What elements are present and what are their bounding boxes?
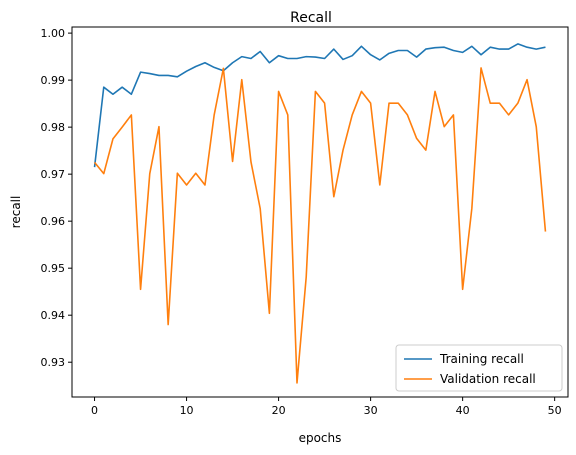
y-tick-label: 0.93: [41, 356, 66, 369]
axes-frame: [71, 26, 569, 398]
series-line-validation-recall: [93, 67, 547, 384]
series-line-training-recall: [93, 43, 546, 168]
x-tick-label: 50: [548, 404, 562, 417]
y-tick-label: 1.00: [41, 27, 66, 40]
y-tick-label: 0.99: [41, 74, 66, 87]
x-axis: 0 10 20 30 40 50: [91, 397, 562, 417]
x-axis-label: epochs: [299, 431, 342, 445]
y-tick-label: 0.97: [41, 168, 66, 181]
y-tick-label: 0.94: [41, 309, 66, 322]
x-tick-label: 10: [180, 404, 194, 417]
x-tick-label: 40: [456, 404, 470, 417]
legend-label: Validation recall: [440, 372, 536, 386]
x-tick-label: 20: [272, 404, 286, 417]
legend-label: Training recall: [439, 352, 524, 366]
series-lines: [93, 43, 547, 384]
legend-box: [395, 344, 563, 392]
chart-title: Recall: [290, 10, 332, 26]
legend: Training recall Validation recall: [395, 344, 563, 392]
y-tick-label: 0.98: [41, 121, 66, 134]
y-tick-label: 0.95: [41, 262, 66, 275]
x-tick-label: 0: [91, 404, 98, 417]
y-tick-label: 0.96: [41, 215, 66, 228]
y-axis-label: recall: [9, 196, 23, 229]
y-axis: 0.93 0.94 0.95 0.96 0.97 0.98 0.99 1.00: [41, 27, 72, 369]
x-tick-label: 30: [364, 404, 378, 417]
